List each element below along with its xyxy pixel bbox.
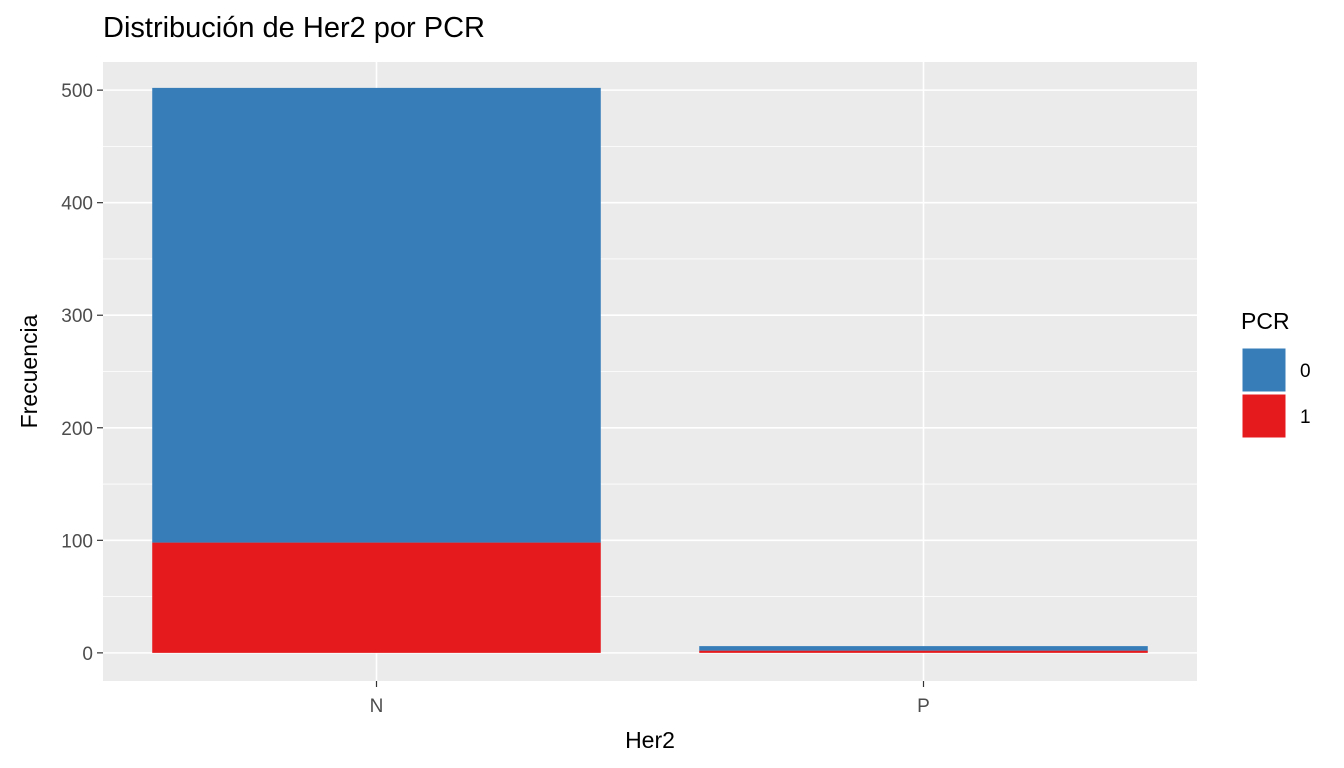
legend-key-0 (1241, 347, 1287, 393)
y-tick-label: 100 (61, 531, 93, 552)
bar-N-pcr-1 (152, 542, 601, 653)
y-tick-label: 200 (61, 419, 93, 440)
bar-P-pcr-0 (699, 646, 1148, 651)
bars (152, 87, 1148, 653)
y-axis: 0 100 200 300 400 500 (61, 81, 103, 665)
bar-P-pcr-1 (699, 650, 1148, 653)
chart-title: Distribución de Her2 por PCR (103, 12, 485, 44)
y-axis-title: Frecuencia (16, 314, 42, 428)
x-tick-label: N (370, 696, 384, 717)
y-tick-label: 0 (82, 644, 93, 665)
x-tick-label: P (917, 696, 930, 717)
legend-key-1 (1241, 393, 1287, 439)
y-tick-label: 300 (61, 306, 93, 327)
legend: PCR 0 1 (1241, 308, 1311, 439)
legend-label: 1 (1300, 407, 1311, 428)
bar-N-pcr-0 (152, 87, 601, 543)
legend-label: 0 (1300, 361, 1311, 382)
y-tick-label: 500 (61, 81, 93, 102)
y-tick-label: 400 (61, 194, 93, 215)
legend-title: PCR (1241, 308, 1290, 334)
x-axis-title: Her2 (625, 727, 675, 753)
